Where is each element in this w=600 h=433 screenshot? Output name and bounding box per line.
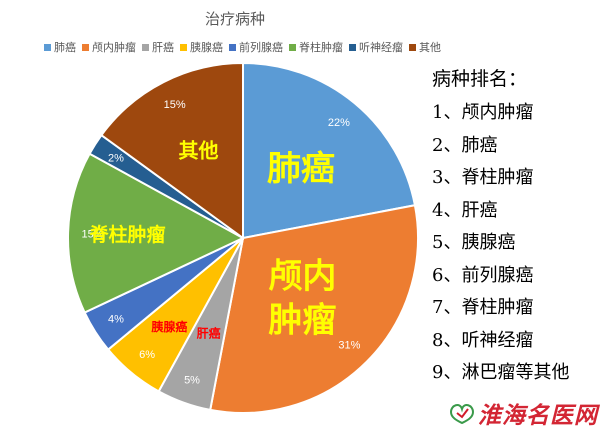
- data-label: 5%: [184, 375, 200, 387]
- legend-label: 胰腺癌: [190, 41, 223, 54]
- legend-swatch: [229, 43, 236, 51]
- ranking-item: 1、颅内肿瘤: [432, 102, 534, 123]
- legend-label: 肺癌: [54, 41, 76, 54]
- ranking-item: 6、前列腺癌: [432, 264, 534, 286]
- legend-label: 其他: [419, 41, 441, 54]
- data-label: 2%: [108, 152, 124, 164]
- legend-item: 肺癌: [44, 39, 76, 55]
- legend-item: 脊柱肿瘤: [289, 39, 343, 55]
- slice-name-label: 肝癌: [197, 326, 221, 341]
- data-label: 4%: [108, 314, 124, 326]
- slice-name-label: 其他: [179, 139, 219, 163]
- slice-name-label: 脊柱肿瘤: [89, 223, 166, 246]
- legend-label: 颅内肿瘤: [92, 41, 136, 54]
- slice-name-label: 肿瘤: [268, 300, 336, 340]
- pie-slice: [209, 204, 419, 414]
- legend-swatch: [349, 43, 356, 51]
- slice-name-label: 肺癌: [267, 149, 335, 189]
- legend-item: 颅内肿瘤: [82, 39, 136, 55]
- data-label: 6%: [139, 349, 155, 361]
- ranking-item: 3、脊柱肿瘤: [432, 167, 534, 188]
- ranking-item: 8、听神经瘤: [432, 329, 534, 351]
- watermark-text: 淮海名医网: [478, 402, 598, 429]
- legend-swatch: [289, 43, 296, 51]
- data-label: 15%: [82, 228, 104, 240]
- pie-slice: [67, 152, 246, 314]
- ranking-item: 7、脊柱肿瘤: [432, 297, 534, 318]
- ranking-title: 病种排名：: [432, 68, 528, 90]
- ranking-item: 9、淋巴瘤等其他: [432, 362, 570, 383]
- legend-label: 听神经瘤: [359, 41, 403, 54]
- legend-item: 肝癌: [142, 39, 174, 55]
- data-label: 22%: [328, 117, 350, 129]
- ranking-item: 5、胰腺癌: [432, 232, 516, 253]
- legend-label: 前列腺癌: [239, 41, 283, 54]
- chart-title: 治疗病种: [204, 10, 265, 28]
- legend-item: 胰腺癌: [180, 39, 223, 55]
- ranking-panel: 病种排名： 1、颅内肿瘤 2、肺癌 3、脊柱肿瘤 4、肝癌 5、胰腺癌 6、前列…: [432, 64, 597, 390]
- legend-item: 前列腺癌: [229, 39, 283, 55]
- data-label: 15%: [164, 99, 186, 111]
- pie-slice: [100, 61, 244, 240]
- legend-swatch: [142, 43, 149, 51]
- legend-label: 脊柱肿瘤: [299, 41, 343, 54]
- legend-swatch: [44, 43, 51, 51]
- ranking-item: 4、肝癌: [432, 199, 498, 221]
- watermark-logo-icon: [449, 404, 475, 424]
- chart-legend: 肺癌 颅内肿瘤 肝癌 胰腺癌 前列腺癌 脊柱肿瘤 听神经瘤 其他: [44, 39, 441, 55]
- legend-swatch: [82, 43, 89, 51]
- legend-item: 其他: [409, 39, 441, 55]
- legend-swatch: [180, 43, 187, 51]
- legend-swatch: [409, 43, 416, 51]
- legend-item: 听神经瘤: [349, 39, 403, 55]
- data-label: 31%: [338, 339, 360, 351]
- slice-name-label: 胰腺癌: [151, 319, 187, 334]
- pie-slice: [242, 61, 417, 240]
- slice-name-label: 颅内: [268, 256, 336, 296]
- legend-label: 肝癌: [152, 41, 174, 54]
- ranking-item: 2、肺癌: [432, 134, 498, 156]
